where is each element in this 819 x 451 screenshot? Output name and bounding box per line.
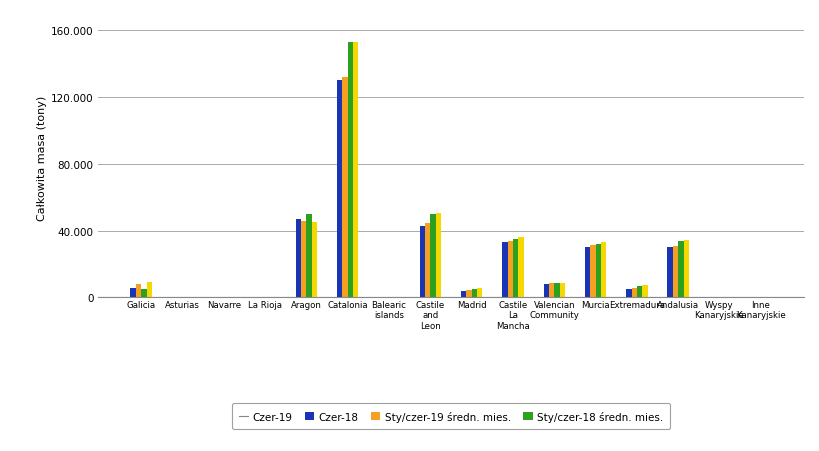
Bar xyxy=(708,297,713,298)
Bar xyxy=(584,248,590,298)
Bar xyxy=(419,226,424,298)
Bar xyxy=(147,283,152,298)
Bar xyxy=(177,297,183,298)
Bar xyxy=(265,297,270,298)
Bar xyxy=(430,214,435,298)
Bar xyxy=(595,244,600,298)
Bar xyxy=(188,297,193,298)
Bar xyxy=(507,242,513,298)
Bar xyxy=(518,238,523,298)
Bar xyxy=(130,289,136,298)
Bar xyxy=(218,297,224,298)
Y-axis label: Całkowita masa (tony): Całkowita masa (tony) xyxy=(37,95,47,221)
Bar xyxy=(554,284,559,298)
Bar xyxy=(718,297,724,298)
Bar xyxy=(435,214,441,298)
Bar xyxy=(683,240,688,298)
Bar xyxy=(353,43,358,298)
Bar xyxy=(301,222,306,298)
Bar xyxy=(466,290,471,298)
Bar xyxy=(600,243,605,298)
Bar xyxy=(342,78,347,298)
Bar xyxy=(543,284,548,298)
Bar xyxy=(141,290,147,298)
Bar xyxy=(477,289,482,298)
Bar xyxy=(501,243,507,298)
Bar xyxy=(388,297,394,298)
Bar xyxy=(383,297,388,298)
Bar xyxy=(765,297,771,298)
Bar xyxy=(136,284,141,298)
Bar xyxy=(749,297,754,298)
Bar xyxy=(559,284,564,298)
Bar xyxy=(677,241,683,298)
Bar xyxy=(760,297,765,298)
Bar xyxy=(254,297,260,298)
Bar xyxy=(296,220,301,298)
Bar xyxy=(347,43,353,298)
Bar xyxy=(337,81,342,298)
Bar xyxy=(229,297,234,298)
Bar xyxy=(270,297,275,298)
Bar xyxy=(183,297,188,298)
Bar xyxy=(311,223,317,298)
Bar xyxy=(306,214,311,298)
Bar xyxy=(378,297,383,298)
Bar xyxy=(631,289,636,298)
Bar xyxy=(641,285,647,298)
Bar xyxy=(724,297,730,298)
Bar xyxy=(672,246,677,298)
Bar xyxy=(224,297,229,298)
Bar xyxy=(636,286,641,298)
Bar xyxy=(667,248,672,298)
Bar xyxy=(394,297,400,298)
Bar xyxy=(260,297,265,298)
Bar xyxy=(513,239,518,298)
Bar xyxy=(424,224,430,298)
Bar xyxy=(548,284,554,298)
Bar xyxy=(171,297,177,298)
Bar xyxy=(754,297,760,298)
Bar xyxy=(713,297,718,298)
Bar xyxy=(626,290,631,298)
Legend: Czer-19, Czer-18, Sty/czer-19 średn. mies., Sty/czer-18 średn. mies.: Czer-19, Czer-18, Sty/czer-19 średn. mie… xyxy=(231,404,670,429)
Bar xyxy=(471,290,477,298)
Bar xyxy=(590,245,595,298)
Bar xyxy=(460,291,466,298)
Bar xyxy=(213,297,218,298)
